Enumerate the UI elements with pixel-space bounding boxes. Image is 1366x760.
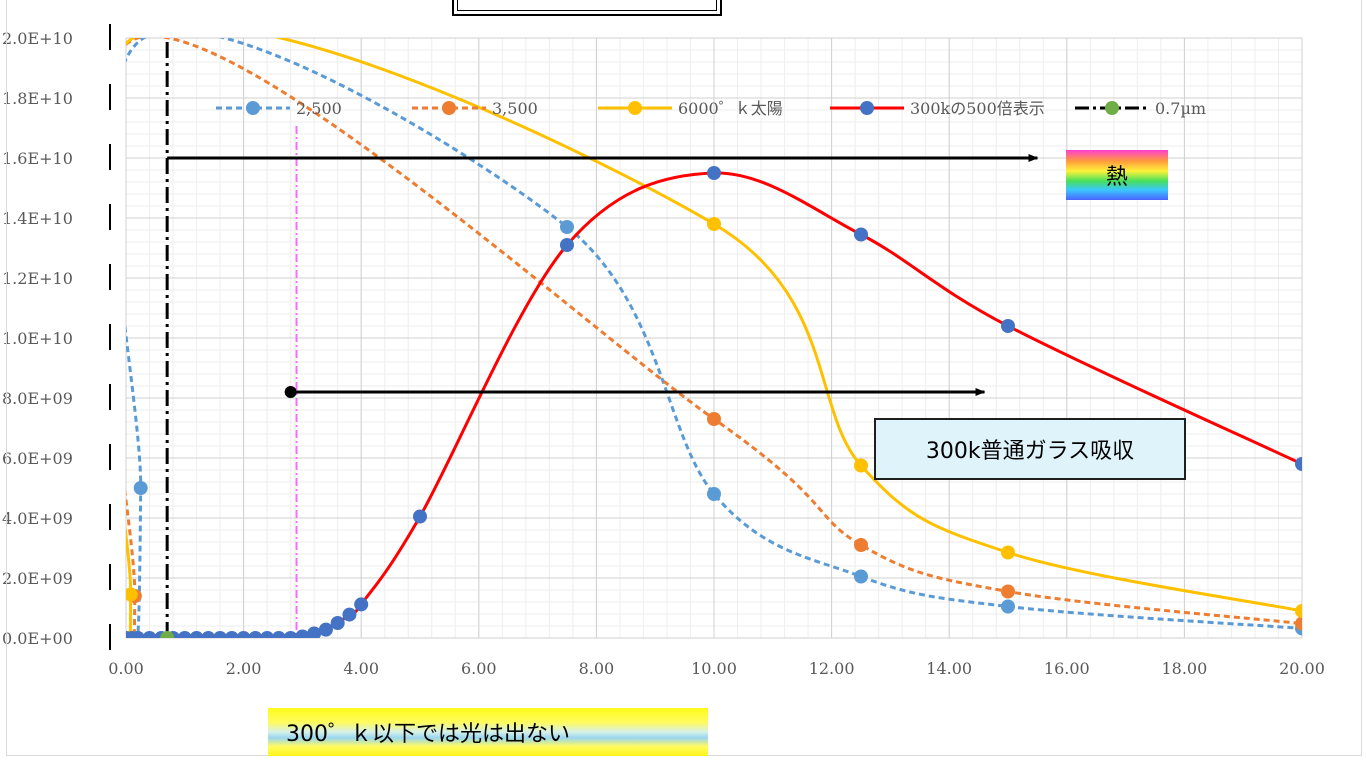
data-point — [260, 631, 275, 638]
legend-label: 300kの500倍表示 — [910, 99, 1045, 118]
data-point — [201, 631, 216, 638]
data-point — [177, 631, 192, 638]
data-point — [854, 227, 868, 242]
data-point — [1001, 599, 1015, 614]
data-point — [707, 217, 721, 231]
data-point — [854, 538, 868, 552]
data-point — [342, 607, 357, 622]
data-point — [1001, 319, 1015, 333]
legend-label: 3,500 — [492, 99, 538, 118]
data-point — [354, 597, 369, 612]
y-tick-label: 1.8E+10 — [2, 89, 73, 108]
legend-label: 2,500 — [296, 99, 342, 118]
x-tick-label: 20.00 — [1279, 659, 1325, 678]
data-point — [248, 631, 263, 638]
y-tick-bg — [0, 624, 110, 650]
y-tick-label: 0.0E+00 — [2, 629, 73, 648]
x-tick-label: 18.00 — [1161, 659, 1207, 678]
x-tick-label: 8.00 — [579, 659, 615, 678]
x-tick-label: 10.00 — [691, 659, 737, 678]
y-tick-bg — [0, 264, 110, 290]
legend-label: 6000゜ｋ太陽 — [678, 99, 783, 118]
data-point — [1295, 616, 1302, 631]
data-point — [130, 631, 145, 638]
data-point — [1001, 545, 1015, 560]
data-point — [236, 631, 251, 638]
legend-swatch-marker — [442, 101, 456, 115]
data-point — [707, 412, 721, 426]
axes-layer: 0.0E+00 2.0E+09 4.0E+09 6.0E+09 8.0E+09 1.0E+… — [0, 24, 1325, 678]
data-point — [271, 631, 286, 638]
data-point — [307, 626, 322, 638]
data-point — [133, 481, 148, 495]
y-tick-label: 1.0E+10 — [2, 329, 73, 348]
data-point — [224, 631, 239, 638]
y-tick-bg — [0, 144, 110, 170]
heat-label: 熱 — [1066, 150, 1168, 200]
legend-swatch-marker — [860, 101, 874, 115]
data-point — [142, 631, 157, 638]
y-tick-label: 1.4E+10 — [2, 209, 73, 228]
data-point — [707, 166, 721, 180]
x-tick-label: 12.00 — [809, 659, 855, 678]
x-tick-label: 0.00 — [108, 659, 144, 678]
y-tick-bg — [0, 504, 110, 530]
y-tick-bg — [0, 384, 110, 410]
y-tick-bg — [0, 84, 110, 110]
y-tick-bg — [0, 444, 110, 470]
series-2 — [126, 38, 1302, 638]
series-line — [126, 38, 1302, 638]
data-point — [189, 631, 204, 638]
title-box — [452, 0, 722, 16]
data-point — [1001, 584, 1015, 599]
data-point — [560, 220, 574, 234]
series-line — [126, 38, 1302, 638]
data-point — [413, 509, 427, 524]
y-tick-label: 6.0E+09 — [2, 449, 73, 468]
arrow-start-dot — [284, 386, 297, 398]
data-point — [1295, 457, 1302, 471]
x-tick-label: 16.00 — [1044, 659, 1090, 678]
legend-label: 0.7µm — [1155, 99, 1206, 118]
y-tick-label: 8.0E+09 — [2, 389, 73, 408]
series-4 — [160, 38, 175, 638]
y-tick-label: 1.6E+10 — [2, 149, 73, 168]
legend-swatch-marker — [1105, 101, 1119, 115]
legend: 2,500 3,500 6000゜ｋ太陽 300kの500倍表示 0.7µm — [216, 99, 1206, 118]
data-point — [295, 629, 310, 638]
grid-lines — [125, 37, 1303, 639]
x-tick-label: 4.00 — [343, 659, 379, 678]
data-point — [160, 631, 175, 638]
data-point — [330, 616, 345, 630]
no-light-label: 300゜ｋ以下では光は出ない — [268, 708, 708, 756]
y-tick-bg — [0, 204, 110, 230]
series-1 — [126, 38, 1302, 638]
data-point — [213, 631, 228, 638]
x-tick-label: 2.00 — [226, 659, 262, 678]
arrows-layer — [167, 154, 1039, 398]
legend-swatch-marker — [246, 101, 260, 115]
legend-swatch-marker — [628, 101, 642, 115]
series-layer — [126, 38, 1302, 638]
y-tick-label: 2.0E+09 — [2, 569, 73, 588]
y-tick-bg — [0, 24, 110, 50]
x-tick-label: 14.00 — [926, 659, 972, 678]
data-point — [560, 238, 574, 252]
y-tick-label: 1.2E+10 — [2, 269, 73, 288]
x-tick-label: 6.00 — [461, 659, 497, 678]
data-point — [318, 622, 333, 637]
y-tick-bg — [0, 564, 110, 590]
data-point — [126, 587, 138, 602]
y-tick-label: 2.0E+10 — [2, 29, 73, 48]
data-point — [283, 631, 298, 638]
glass-absorption-label: 300k普通ガラス吸収 — [874, 418, 1186, 480]
y-tick-bg — [0, 324, 110, 350]
data-point — [854, 569, 868, 584]
data-point — [707, 487, 721, 501]
data-point — [1295, 604, 1302, 618]
y-tick-label: 4.0E+09 — [2, 509, 73, 528]
data-point — [854, 458, 868, 473]
